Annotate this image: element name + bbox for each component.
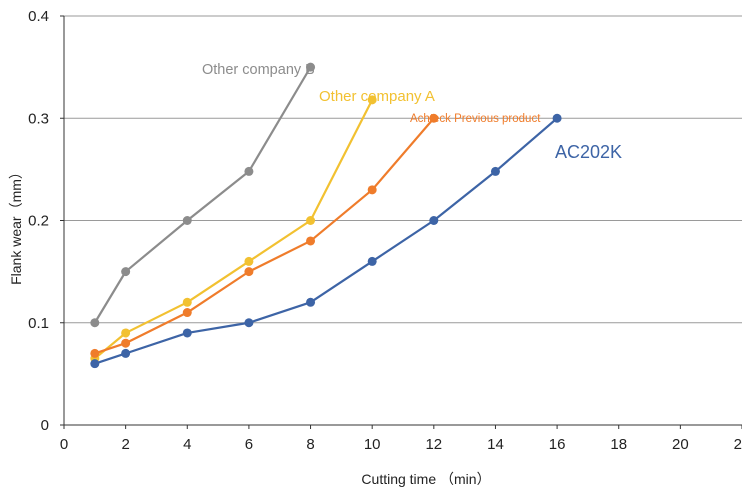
series-3-point-7 (490, 166, 500, 176)
y-tick-label-1: 0.1 (28, 315, 49, 332)
series-3-point-1 (121, 348, 131, 358)
y-tick-label-2: 0.2 (28, 213, 49, 230)
y-tick-label-0: 0 (41, 417, 49, 434)
series-3 (90, 113, 562, 369)
y-axis-title: Flank wear（mm） (8, 165, 24, 285)
series-1-point-2 (182, 297, 192, 307)
series-3-point-6 (429, 216, 439, 225)
x-tick-label-0: 0 (60, 436, 68, 453)
series-3-point-3 (244, 318, 254, 328)
series-label-1: Other company A (319, 88, 435, 105)
series-3-point-5 (367, 256, 377, 266)
series-1-point-3 (244, 256, 254, 266)
x-tick-label-8: 16 (549, 436, 566, 453)
x-axis-title: Cutting time （min） (361, 471, 490, 487)
series-line-0 (93, 66, 312, 324)
series-0-point-4 (306, 62, 316, 72)
series-0-point-2 (182, 216, 192, 225)
series-2-point-2 (182, 308, 192, 318)
series-2-point-4 (306, 236, 316, 246)
x-tick-label-4: 8 (306, 436, 314, 453)
series-1-point-4 (306, 216, 316, 225)
series-0-point-3 (244, 166, 254, 176)
series-1-point-5 (367, 95, 377, 105)
y-tick-label-3: 0.3 (28, 110, 49, 127)
x-tick-label-11: 22 (734, 436, 742, 453)
series-0 (90, 62, 316, 328)
series-3-point-4 (306, 297, 316, 307)
series-layer (90, 62, 562, 369)
series-3-point-0 (90, 359, 100, 369)
series-2-point-0 (90, 348, 100, 358)
series-2-point-1 (121, 338, 131, 348)
series-0-point-0 (90, 318, 100, 328)
series-line-1 (94, 99, 374, 360)
x-tick-label-10: 20 (672, 436, 689, 453)
series-2-point-6 (429, 113, 439, 123)
series-label-3: AC202K (555, 142, 622, 162)
y-tick-label-4: 0.4 (28, 8, 49, 25)
grid-layer (64, 15, 742, 324)
series-0-point-1 (121, 267, 131, 277)
x-tick-label-6: 12 (425, 436, 442, 453)
series-label-2: Achteck Previous product (410, 113, 541, 125)
series-2 (90, 113, 439, 358)
series-1-point-1 (121, 328, 131, 338)
series-label-0: Other company B (202, 62, 315, 78)
x-tick-label-3: 6 (245, 436, 253, 453)
series-3-point-8 (552, 113, 562, 123)
series-3-point-2 (182, 328, 192, 338)
x-tick-label-5: 10 (364, 436, 381, 453)
series-2-point-5 (367, 185, 377, 195)
series-2-point-3 (244, 267, 254, 277)
x-tick-label-9: 18 (610, 436, 627, 453)
x-tick-label-1: 2 (121, 436, 129, 453)
axis-layer: 0 0.1 0.2 0.3 0.4 0 2 4 6 8 10 12 14 16 18 20 22 (28, 8, 742, 453)
x-tick-label-2: 4 (183, 436, 191, 453)
x-tick-label-7: 14 (487, 436, 504, 453)
